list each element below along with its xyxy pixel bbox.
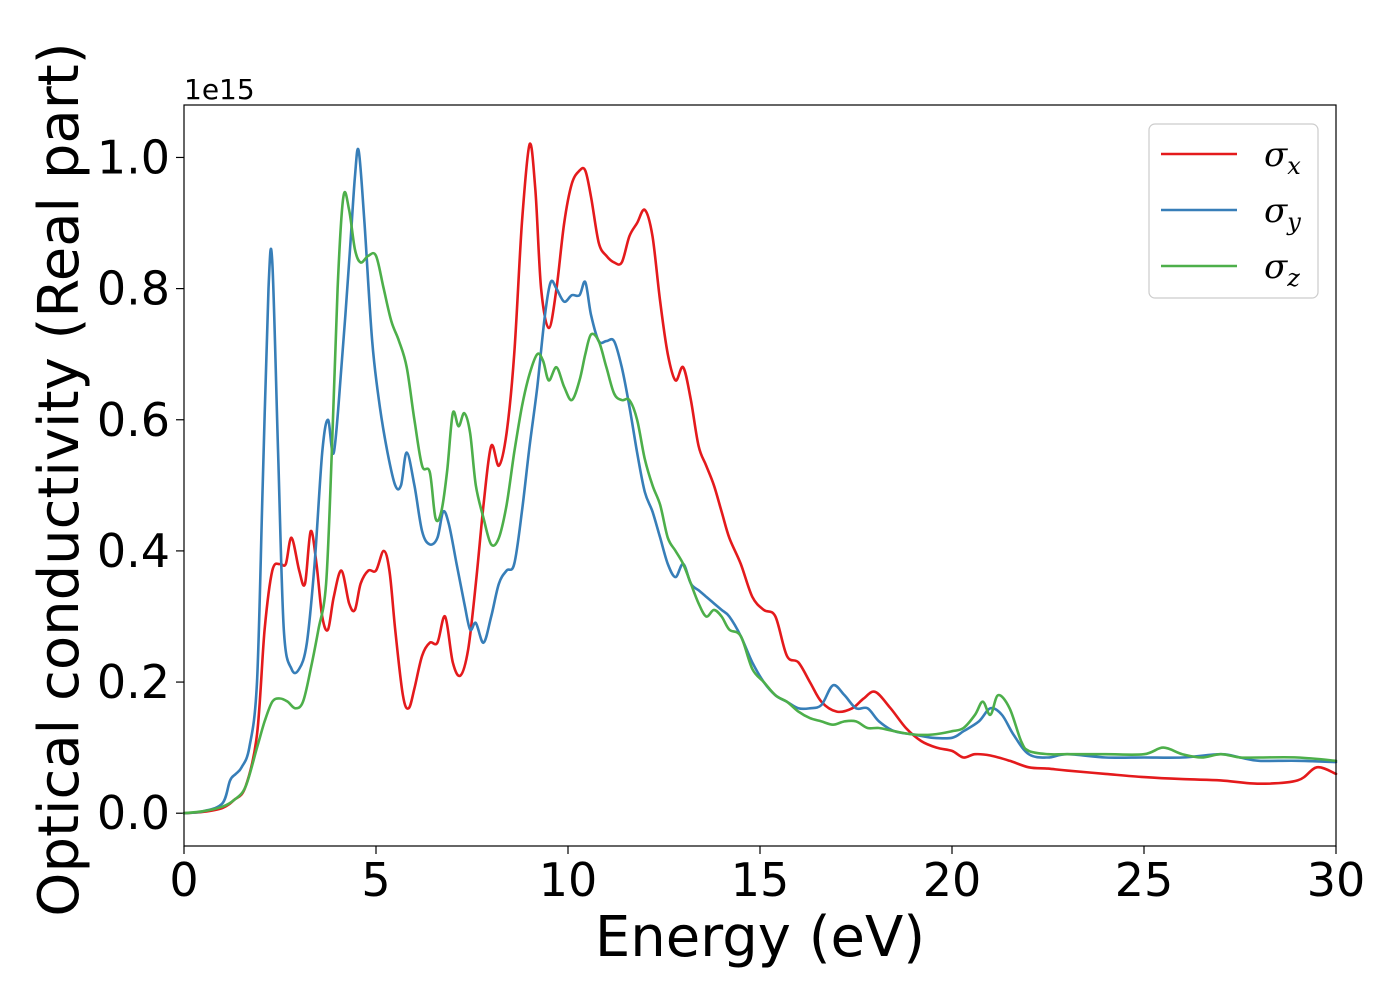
x-tick-label: 5 [361, 853, 390, 907]
y-tick-label: 0.2 [97, 655, 170, 709]
y-axis-ticks: 0.0 0.2 0.4 0.6 0.8 1.0 [97, 130, 184, 840]
plot-frame [183, 104, 1337, 847]
y-tick-label: 0.4 [97, 524, 170, 578]
y-tick-label: 0.0 [97, 786, 170, 840]
x-tick-label: 30 [1307, 853, 1366, 907]
x-tick-label: 25 [1115, 853, 1174, 907]
x-tick-label: 20 [923, 853, 982, 907]
x-axis-ticks: 0 5 10 15 20 25 30 [169, 846, 1365, 907]
series-line-z [182, 190, 1338, 815]
y-axis-title: Optical conductivity (Real part) [27, 42, 92, 916]
y-tick-label: 0.6 [97, 393, 170, 447]
series-layer [182, 142, 1338, 815]
y-tick-label: 1.0 [97, 130, 170, 184]
x-tick-label: 10 [539, 853, 598, 907]
legend-label: σz [1264, 247, 1300, 292]
series-line-x [182, 142, 1338, 815]
x-axis-title: Energy (eV) [595, 905, 925, 970]
y-tick-label: 0.8 [97, 262, 170, 316]
legend: σx σy σz [1148, 123, 1319, 299]
y-axis-offset-label: 1e15 [184, 73, 255, 106]
x-tick-label: 0 [169, 853, 198, 907]
x-tick-label: 15 [731, 853, 790, 907]
legend-label: σx [1264, 135, 1301, 180]
legend-label: σy [1264, 191, 1301, 236]
